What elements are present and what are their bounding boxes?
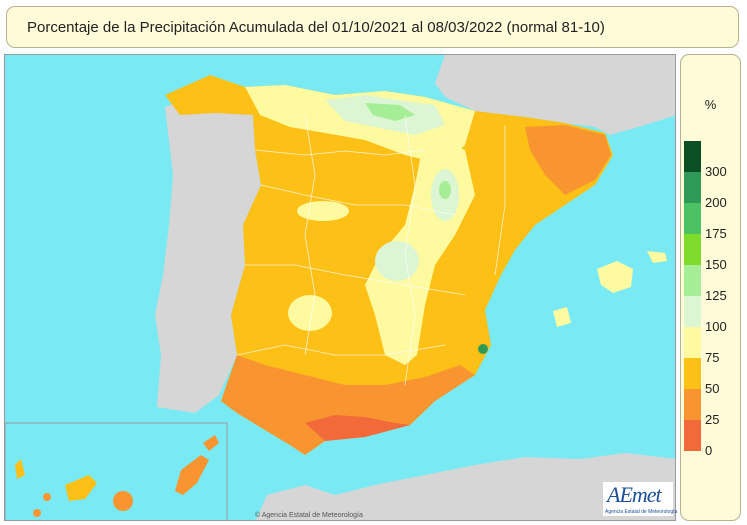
legend: % 300 200 175 150 125 100 75 50 25 0 [680, 54, 741, 521]
canary-la-gomera [43, 493, 51, 501]
legend-swatch-175 [684, 203, 701, 234]
south-band [221, 355, 475, 455]
legend-tick-175: 175 [705, 226, 727, 241]
central-green-spot2 [439, 181, 451, 199]
france-land [210, 55, 675, 135]
legend-tick-25: 25 [705, 412, 720, 427]
africa-land [255, 453, 675, 520]
legend-swatch-300 [684, 141, 701, 172]
region-borders [236, 114, 506, 386]
south-red [305, 415, 410, 441]
north-yellow-spot [297, 201, 349, 221]
north-green2 [365, 103, 415, 121]
catalonia-band [525, 125, 611, 195]
legend-tick-125: 125 [705, 288, 727, 303]
legend-swatch-150 [684, 234, 701, 265]
legend-swatch-125 [684, 265, 701, 296]
canary-inset [5, 422, 228, 520]
title-box: Porcentaje de la Precipitación Acumulada… [6, 6, 739, 48]
credit-text: © Agencia Estatal de Meteorología [255, 512, 363, 519]
canary-gran-canaria [113, 491, 133, 511]
legend-swatch-0 [684, 420, 701, 451]
legend-swatch-100 [684, 296, 701, 327]
legend-swatch-75 [684, 327, 701, 358]
canary-la-palma [15, 459, 25, 479]
legend-swatch-200 [684, 172, 701, 203]
canary-fuerteventura [175, 455, 209, 495]
map-title: Porcentaje de la Precipitación Acumulada… [27, 19, 605, 36]
aemet-logo: AEmet Agencia Estatal de Meteorología [603, 482, 677, 516]
logo-word: AEmet [607, 482, 662, 507]
ibiza [553, 307, 571, 327]
portugal-land [155, 90, 261, 413]
legend-unit: % [704, 97, 717, 112]
murcia-green-spot [478, 344, 488, 354]
legend-tick-100: 100 [705, 319, 727, 334]
precipitation-map [5, 55, 675, 520]
logo-subtitle: Agencia Estatal de Meteorología [605, 509, 678, 515]
mallorca [597, 261, 633, 293]
legend-tick-50: 50 [705, 381, 720, 396]
legend-tick-0: 0 [705, 443, 713, 458]
legend-tick-150: 150 [705, 257, 727, 272]
west-yellow-spot [288, 295, 332, 331]
canary-el-hierro [33, 509, 41, 517]
legend-tick-75: 75 [705, 350, 720, 365]
canary-tenerife [65, 475, 97, 501]
legend-swatch-25 [684, 389, 701, 420]
map-frame [4, 54, 676, 521]
legend-tick-300: 300 [705, 164, 727, 179]
legend-tick-200: 200 [705, 195, 727, 210]
legend-swatch-50 [684, 358, 701, 389]
madrid-spot [375, 241, 419, 281]
menorca [647, 251, 667, 263]
canary-lanzarote [203, 435, 219, 451]
